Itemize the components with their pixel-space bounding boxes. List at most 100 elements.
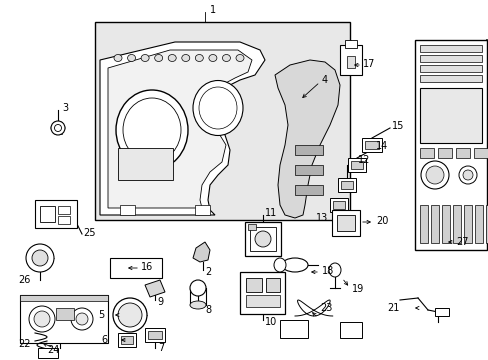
Bar: [419, 75, 481, 82]
Bar: [40, 206, 55, 222]
Bar: [195, 205, 209, 215]
Text: 9: 9: [157, 297, 163, 307]
Ellipse shape: [182, 54, 189, 62]
Bar: [430, 205, 438, 243]
Bar: [56, 308, 74, 320]
Text: 25: 25: [83, 228, 95, 238]
Polygon shape: [100, 42, 264, 215]
Text: 8: 8: [204, 305, 211, 315]
Bar: [245, 295, 280, 307]
Bar: [419, 55, 481, 62]
Bar: [245, 278, 262, 292]
Ellipse shape: [154, 54, 163, 62]
Text: 10: 10: [264, 317, 277, 327]
Text: 5: 5: [98, 310, 104, 320]
Text: 26: 26: [18, 275, 30, 285]
Text: 11: 11: [264, 208, 277, 218]
Text: 19: 19: [351, 284, 364, 294]
Bar: [485, 205, 488, 243]
Bar: [437, 148, 451, 158]
Bar: [419, 88, 481, 143]
Bar: [340, 181, 352, 189]
Bar: [452, 205, 460, 243]
Ellipse shape: [420, 161, 448, 189]
Bar: [294, 145, 323, 155]
Bar: [110, 258, 162, 278]
Ellipse shape: [71, 308, 93, 330]
Bar: [434, 308, 448, 316]
Text: 21: 21: [387, 303, 399, 313]
Ellipse shape: [51, 121, 65, 135]
Bar: [294, 185, 323, 195]
Bar: [118, 148, 173, 180]
Text: 20: 20: [375, 216, 387, 226]
Text: 15: 15: [391, 121, 404, 131]
Bar: [350, 161, 362, 169]
Bar: [95, 22, 349, 220]
Bar: [339, 45, 361, 75]
Bar: [473, 148, 487, 158]
Ellipse shape: [32, 250, 48, 266]
Bar: [120, 205, 135, 215]
Bar: [414, 40, 486, 250]
Text: 7: 7: [158, 343, 164, 353]
Bar: [419, 65, 481, 72]
Text: 14: 14: [375, 141, 387, 151]
Ellipse shape: [76, 313, 88, 325]
Bar: [331, 210, 359, 236]
Text: 12: 12: [357, 155, 369, 165]
Ellipse shape: [273, 258, 285, 272]
Ellipse shape: [127, 54, 135, 62]
Ellipse shape: [462, 170, 472, 180]
Text: 2: 2: [204, 267, 211, 277]
Ellipse shape: [123, 98, 181, 162]
Bar: [35, 200, 77, 228]
Bar: [280, 320, 307, 338]
Bar: [347, 158, 365, 172]
Ellipse shape: [425, 166, 443, 184]
Text: 24: 24: [47, 345, 59, 355]
Bar: [118, 333, 136, 347]
Bar: [244, 222, 281, 256]
Bar: [294, 165, 323, 175]
Bar: [455, 148, 469, 158]
Bar: [336, 215, 354, 231]
Bar: [346, 56, 354, 68]
Ellipse shape: [34, 311, 50, 327]
Bar: [364, 141, 378, 149]
Bar: [20, 295, 108, 301]
Ellipse shape: [26, 244, 54, 272]
Ellipse shape: [114, 54, 122, 62]
Text: 16: 16: [141, 262, 153, 272]
Ellipse shape: [328, 263, 340, 277]
Text: 17: 17: [362, 59, 375, 69]
Bar: [240, 272, 285, 314]
Bar: [249, 227, 275, 251]
Bar: [148, 331, 162, 339]
Ellipse shape: [118, 303, 142, 327]
Bar: [419, 148, 433, 158]
Bar: [463, 205, 471, 243]
Polygon shape: [193, 242, 209, 262]
Text: 23: 23: [319, 303, 332, 313]
Bar: [121, 336, 133, 344]
Bar: [58, 216, 70, 224]
Ellipse shape: [236, 54, 244, 62]
Bar: [265, 278, 280, 292]
Ellipse shape: [116, 90, 187, 170]
Bar: [419, 45, 481, 52]
Ellipse shape: [254, 231, 270, 247]
Ellipse shape: [458, 166, 476, 184]
Ellipse shape: [195, 54, 203, 62]
Bar: [337, 178, 355, 192]
Bar: [145, 328, 164, 342]
Text: 4: 4: [321, 75, 327, 85]
Ellipse shape: [193, 81, 243, 135]
Bar: [247, 224, 256, 230]
Text: 1: 1: [209, 5, 216, 15]
Text: 18: 18: [321, 266, 334, 276]
Ellipse shape: [141, 54, 149, 62]
Bar: [58, 206, 70, 214]
Bar: [329, 198, 347, 212]
Bar: [419, 205, 427, 243]
